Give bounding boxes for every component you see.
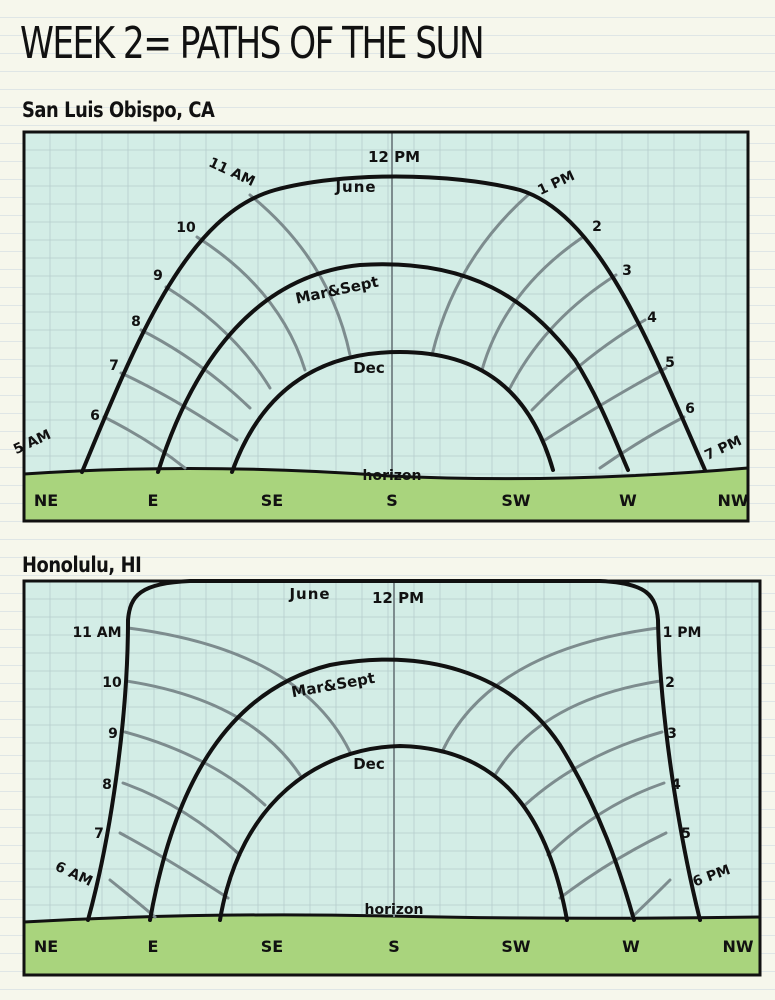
hour-label-am-10: 10 bbox=[176, 220, 196, 236]
hour-line-6 bbox=[102, 415, 187, 470]
location-label-san-luis-obispo: San Luis Obispo, CA bbox=[22, 98, 215, 122]
hour-line-5 bbox=[543, 366, 668, 442]
june-label: June bbox=[288, 585, 330, 603]
hour-line-8 bbox=[139, 328, 252, 410]
sun-path-equinox bbox=[148, 657, 636, 922]
direction-label-w: W bbox=[622, 937, 640, 956]
sun-path-june bbox=[80, 174, 707, 474]
hour-label-am-9: 9 bbox=[108, 726, 118, 742]
hour-line-1pm bbox=[440, 626, 660, 754]
horizon-line bbox=[23, 466, 749, 481]
june-label: June bbox=[334, 178, 376, 196]
ground-band bbox=[24, 468, 748, 521]
hour-label-pm-1-pm: 1 PM bbox=[663, 625, 702, 641]
direction-label-ne: NE bbox=[34, 491, 58, 510]
hour-line-11am bbox=[248, 193, 352, 357]
hour-line-3 bbox=[508, 273, 618, 390]
hour-label-am-11-am: 11 AM bbox=[72, 625, 121, 641]
hour-label-am-8: 8 bbox=[102, 777, 112, 793]
hour-label-pm-5: 5 bbox=[665, 355, 675, 371]
hour-line-9 bbox=[164, 285, 272, 390]
horizon-label: horizon bbox=[364, 902, 423, 918]
direction-label-ne: NE bbox=[34, 937, 58, 956]
sun-path-december bbox=[230, 349, 555, 474]
hour-line-9 bbox=[123, 730, 267, 807]
direction-label-nw: NW bbox=[717, 491, 748, 510]
sun-path-diagram-san-luis-obispo: 12 PM June Mar&Sept Dec horizon 5 AM6789… bbox=[11, 130, 750, 523]
direction-label-e: E bbox=[148, 491, 159, 510]
direction-label-se: SE bbox=[261, 937, 283, 956]
hour-label-am-7: 7 bbox=[94, 826, 104, 842]
page-title: WEEK 2= PATHS OF THE SUN bbox=[20, 18, 485, 69]
sky-grid bbox=[24, 581, 760, 975]
location-label-honolulu: Honolulu, HI bbox=[22, 553, 142, 577]
direction-label-e: E bbox=[148, 937, 159, 956]
hour-line-3 bbox=[523, 730, 664, 807]
hour-label-am-8: 8 bbox=[131, 314, 141, 330]
hour-label-am-6: 6 bbox=[90, 408, 100, 424]
sun-path-june bbox=[86, 579, 702, 922]
hour-line-4 bbox=[530, 318, 647, 412]
direction-label-s: S bbox=[386, 491, 398, 510]
hour-line-2 bbox=[493, 679, 662, 777]
hour-line-2 bbox=[480, 235, 585, 372]
direction-label-se: SE bbox=[261, 491, 283, 510]
hour-label-am-10: 10 bbox=[102, 675, 122, 691]
hour-label-pm-2: 2 bbox=[592, 219, 602, 235]
equinox-label: Mar&Sept bbox=[290, 669, 376, 701]
noon-label: 12 PM bbox=[368, 148, 420, 166]
hour-label-pm-4: 4 bbox=[671, 777, 681, 793]
noon-label: 12 PM bbox=[372, 589, 424, 607]
hour-line-6am bbox=[108, 878, 157, 919]
ground-band bbox=[24, 914, 760, 975]
hour-label-pm-6-pm: 6 PM bbox=[691, 862, 733, 890]
horizon-label: horizon bbox=[362, 468, 421, 484]
direction-label-sw: SW bbox=[501, 937, 531, 956]
hour-label-pm-3: 3 bbox=[622, 263, 632, 279]
hour-label-pm-3: 3 bbox=[667, 726, 677, 742]
hour-label-am-7: 7 bbox=[109, 358, 119, 374]
direction-label-sw: SW bbox=[501, 491, 531, 510]
sun-path-equinox bbox=[156, 262, 630, 474]
horizon-line bbox=[23, 913, 761, 924]
hour-line-7 bbox=[119, 371, 239, 442]
december-label: Dec bbox=[353, 755, 385, 773]
direction-label-nw: NW bbox=[722, 937, 753, 956]
hour-label-am-9: 9 bbox=[153, 268, 163, 284]
hour-line-11am bbox=[126, 626, 352, 754]
hour-label-pm-6: 6 bbox=[685, 401, 695, 417]
hour-line-5 bbox=[558, 831, 668, 900]
sky-grid bbox=[24, 132, 748, 521]
hour-label-pm-2: 2 bbox=[665, 675, 675, 691]
diagram-frame bbox=[22, 579, 762, 977]
hour-lines bbox=[108, 626, 672, 919]
hour-line-7 bbox=[118, 831, 230, 900]
hour-label-pm-5: 5 bbox=[681, 826, 691, 842]
hour-line-1pm bbox=[430, 193, 530, 357]
hour-label-pm-4: 4 bbox=[647, 310, 657, 326]
hour-line-4 bbox=[546, 781, 666, 857]
december-label: Dec bbox=[353, 359, 385, 377]
diagram-frame bbox=[22, 130, 750, 523]
hour-line-10 bbox=[195, 235, 307, 372]
sky-background bbox=[24, 581, 760, 975]
hour-lines bbox=[102, 193, 686, 470]
hour-label-am-6-am: 6 AM bbox=[52, 859, 94, 890]
hour-line-10 bbox=[124, 679, 302, 777]
hour-line-6pm bbox=[598, 415, 686, 470]
sun-path-december bbox=[218, 743, 569, 922]
hour-line-6pm bbox=[630, 878, 672, 919]
hour-line-8 bbox=[121, 781, 242, 857]
direction-label-w: W bbox=[619, 491, 637, 510]
direction-label-s: S bbox=[388, 937, 400, 956]
